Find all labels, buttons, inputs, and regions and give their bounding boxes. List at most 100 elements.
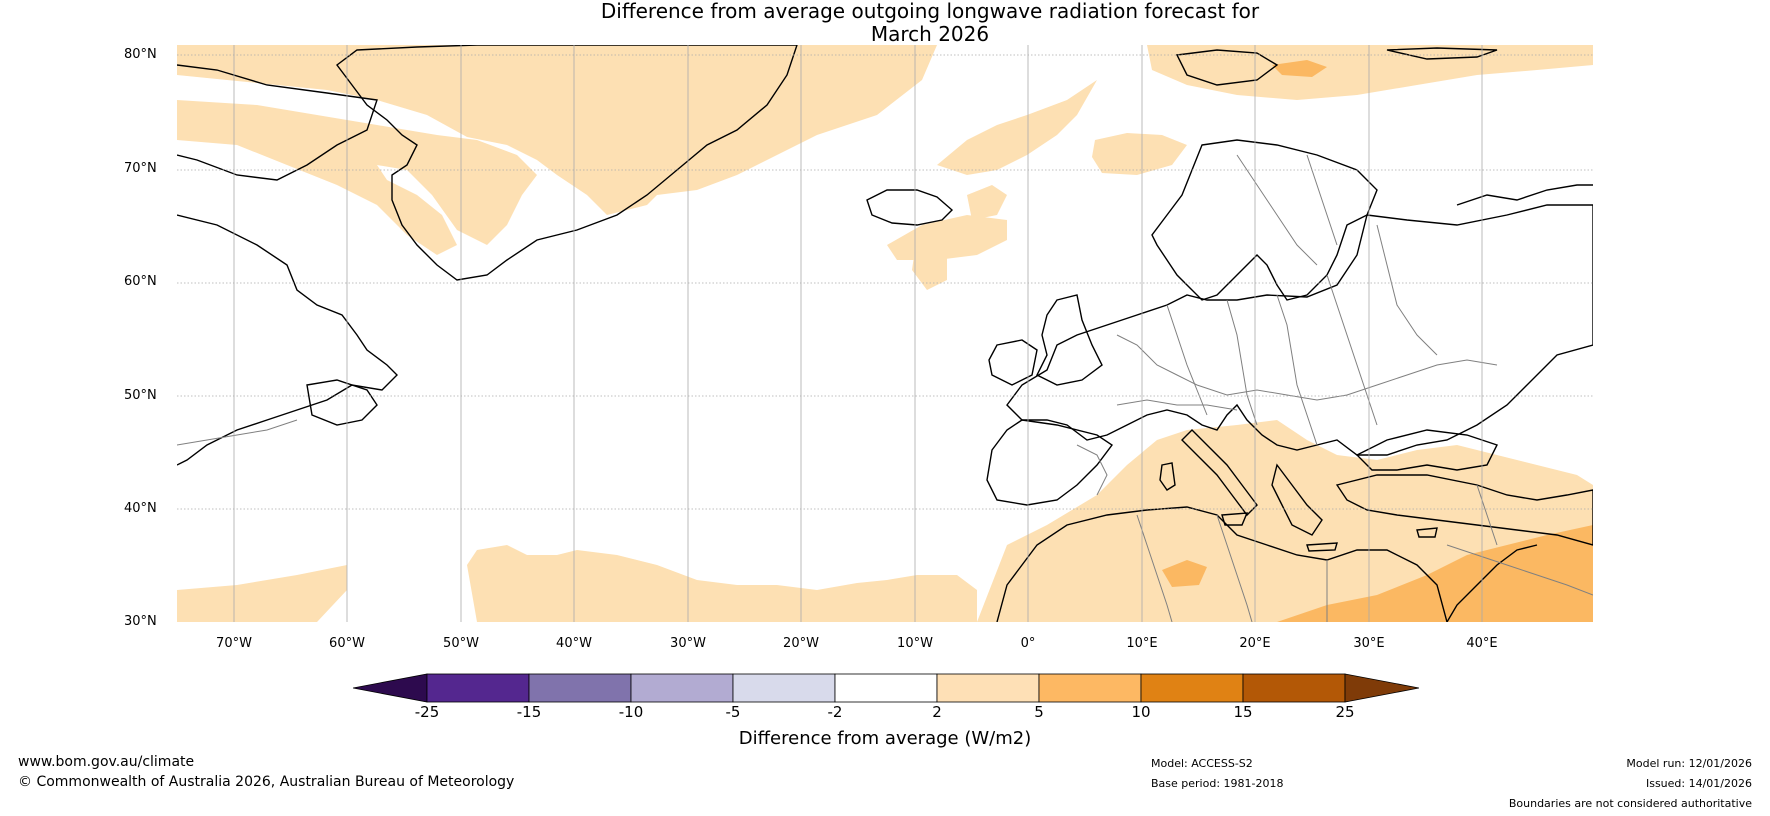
colorbar-tick: 2 (932, 703, 942, 721)
lon-label-20e: 20°E (1239, 636, 1271, 651)
colorbar-bin (1038, 673, 1142, 703)
map-title: Difference from average outgoing longwav… (600, 0, 1260, 23)
colorbar-tick: -25 (414, 703, 440, 721)
anomaly-region-baffin (177, 100, 537, 255)
anomaly-region-rockall (912, 225, 947, 290)
footer-website: www.bom.gov.au/climate (18, 754, 195, 770)
colorbar-bin (834, 673, 938, 703)
anomaly-region-eastern-med-strong (1277, 525, 1593, 622)
border-path (1476, 484, 1498, 546)
colorbar-bin (732, 673, 836, 703)
border-path (1276, 294, 1318, 446)
coastline-franz-josef (1386, 47, 1498, 60)
border-path (1376, 224, 1438, 356)
anomaly-region-svalbard (1147, 45, 1593, 100)
colorbar-bin (1140, 673, 1244, 703)
border-path (1446, 544, 1593, 596)
coastline-north-africa (996, 506, 1448, 622)
coastline-sicily (1221, 512, 1249, 526)
anomaly-region-subtropical-west (177, 565, 347, 622)
lat-label-80n: 80°N (124, 47, 157, 62)
colorbar-bin (1344, 673, 1419, 703)
coastline-iceland (866, 189, 954, 226)
coastline-scandinavia (1151, 139, 1378, 301)
footer-issued: Issued: 14/01/2026 (1645, 777, 1752, 790)
footer-copyright: © Commonwealth of Australia 2026, Austra… (18, 774, 515, 790)
colorbar-tick: -10 (618, 703, 644, 721)
anomaly-region-greenland-north (177, 45, 937, 215)
anomaly-region-faroe (967, 185, 1007, 220)
footer-base-period: Base period: 1981-2018 (1151, 777, 1284, 790)
coastline-crete (1306, 542, 1338, 552)
coastline-newfoundland (306, 379, 378, 426)
border-path (1116, 334, 1498, 401)
coastline-svalbard (1175, 49, 1279, 86)
border-path (1226, 299, 1258, 426)
border-path (1076, 444, 1108, 496)
colorbar-tick: -2 (827, 703, 843, 721)
anomaly-region-subtropical-central (467, 545, 977, 622)
colorbar-bin (353, 673, 428, 703)
coastline-labrador (177, 214, 398, 466)
lon-label-70w: 70°W (216, 636, 252, 651)
lon-label-40w: 40°W (556, 636, 592, 651)
coastline-ireland (988, 339, 1038, 386)
lon-label-30w: 30°W (670, 636, 706, 651)
colorbar-tick: -5 (725, 703, 741, 721)
map-panel (177, 45, 1593, 622)
border-path (1166, 304, 1208, 416)
colorbar-bin (426, 673, 530, 703)
colorbar-bin (936, 673, 1040, 703)
border-path (1136, 514, 1173, 622)
coastline-sardinia (1159, 462, 1176, 491)
footer-model-run: Model run: 12/01/2026 (1626, 757, 1752, 770)
country-borders (177, 154, 1593, 622)
coastline-iberia (986, 419, 1114, 506)
anomaly-region-north-atlantic (937, 80, 1097, 175)
coastline-greenland (336, 45, 798, 281)
graticule (177, 54, 1593, 510)
coastline-red-sea (1446, 544, 1538, 622)
lon-label-40e: 40°E (1466, 636, 1498, 651)
lat-label-40n: 40°N (124, 501, 157, 516)
lon-label-50w: 50°W (443, 636, 479, 651)
lat-label-60n: 60°N (124, 274, 157, 289)
lat-label-70n: 70°N (124, 161, 157, 176)
border-path (1216, 514, 1253, 622)
colorbar-tick: 15 (1233, 703, 1253, 721)
anomaly-layer (177, 45, 1593, 622)
lon-label-20w: 20°W (783, 636, 819, 651)
lon-label-60w: 60°W (329, 636, 365, 651)
coastline-black-sea (1355, 429, 1498, 471)
footer-model: Model: ACCESS-S2 (1151, 757, 1253, 770)
coastline-europe (1006, 204, 1593, 456)
anomaly-region-svalbard-strong (1272, 60, 1327, 77)
lon-label-10e: 10°E (1126, 636, 1158, 651)
colorbar-label: Difference from average (W/m2) (738, 728, 1032, 749)
colorbar (353, 673, 1419, 703)
map-subtitle: March 2026 (870, 22, 990, 46)
lon-label-0: 0° (1020, 636, 1036, 651)
border-path (1116, 399, 1238, 411)
colorbar-bin (630, 673, 734, 703)
coastline-great-britain (1036, 294, 1103, 386)
lat-label-30n: 30°N (124, 614, 157, 629)
border-path (1236, 154, 1318, 266)
colorbar-bin (1242, 673, 1346, 703)
lon-label-30e: 30°E (1353, 636, 1385, 651)
lon-label-10w: 10°W (897, 636, 933, 651)
coastline-greece (1271, 463, 1323, 536)
colorbar-tick: -15 (516, 703, 542, 721)
footer-disclaimer: Boundaries are not considered authoritat… (1508, 797, 1752, 810)
anomaly-region-norwegian-sea (1092, 133, 1187, 175)
colorbar-tick: 25 (1335, 703, 1355, 721)
coastlines (177, 45, 1593, 622)
lat-label-50n: 50°N (124, 388, 157, 403)
meridians (233, 45, 1483, 622)
anomaly-region-libya-strong (1162, 560, 1207, 587)
coastline-baffin (177, 64, 378, 181)
colorbar-bin (528, 673, 632, 703)
border-path (177, 419, 298, 446)
colorbar-tick: 5 (1034, 703, 1044, 721)
